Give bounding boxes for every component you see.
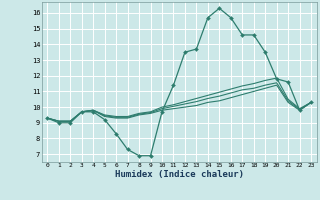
X-axis label: Humidex (Indice chaleur): Humidex (Indice chaleur) <box>115 170 244 179</box>
